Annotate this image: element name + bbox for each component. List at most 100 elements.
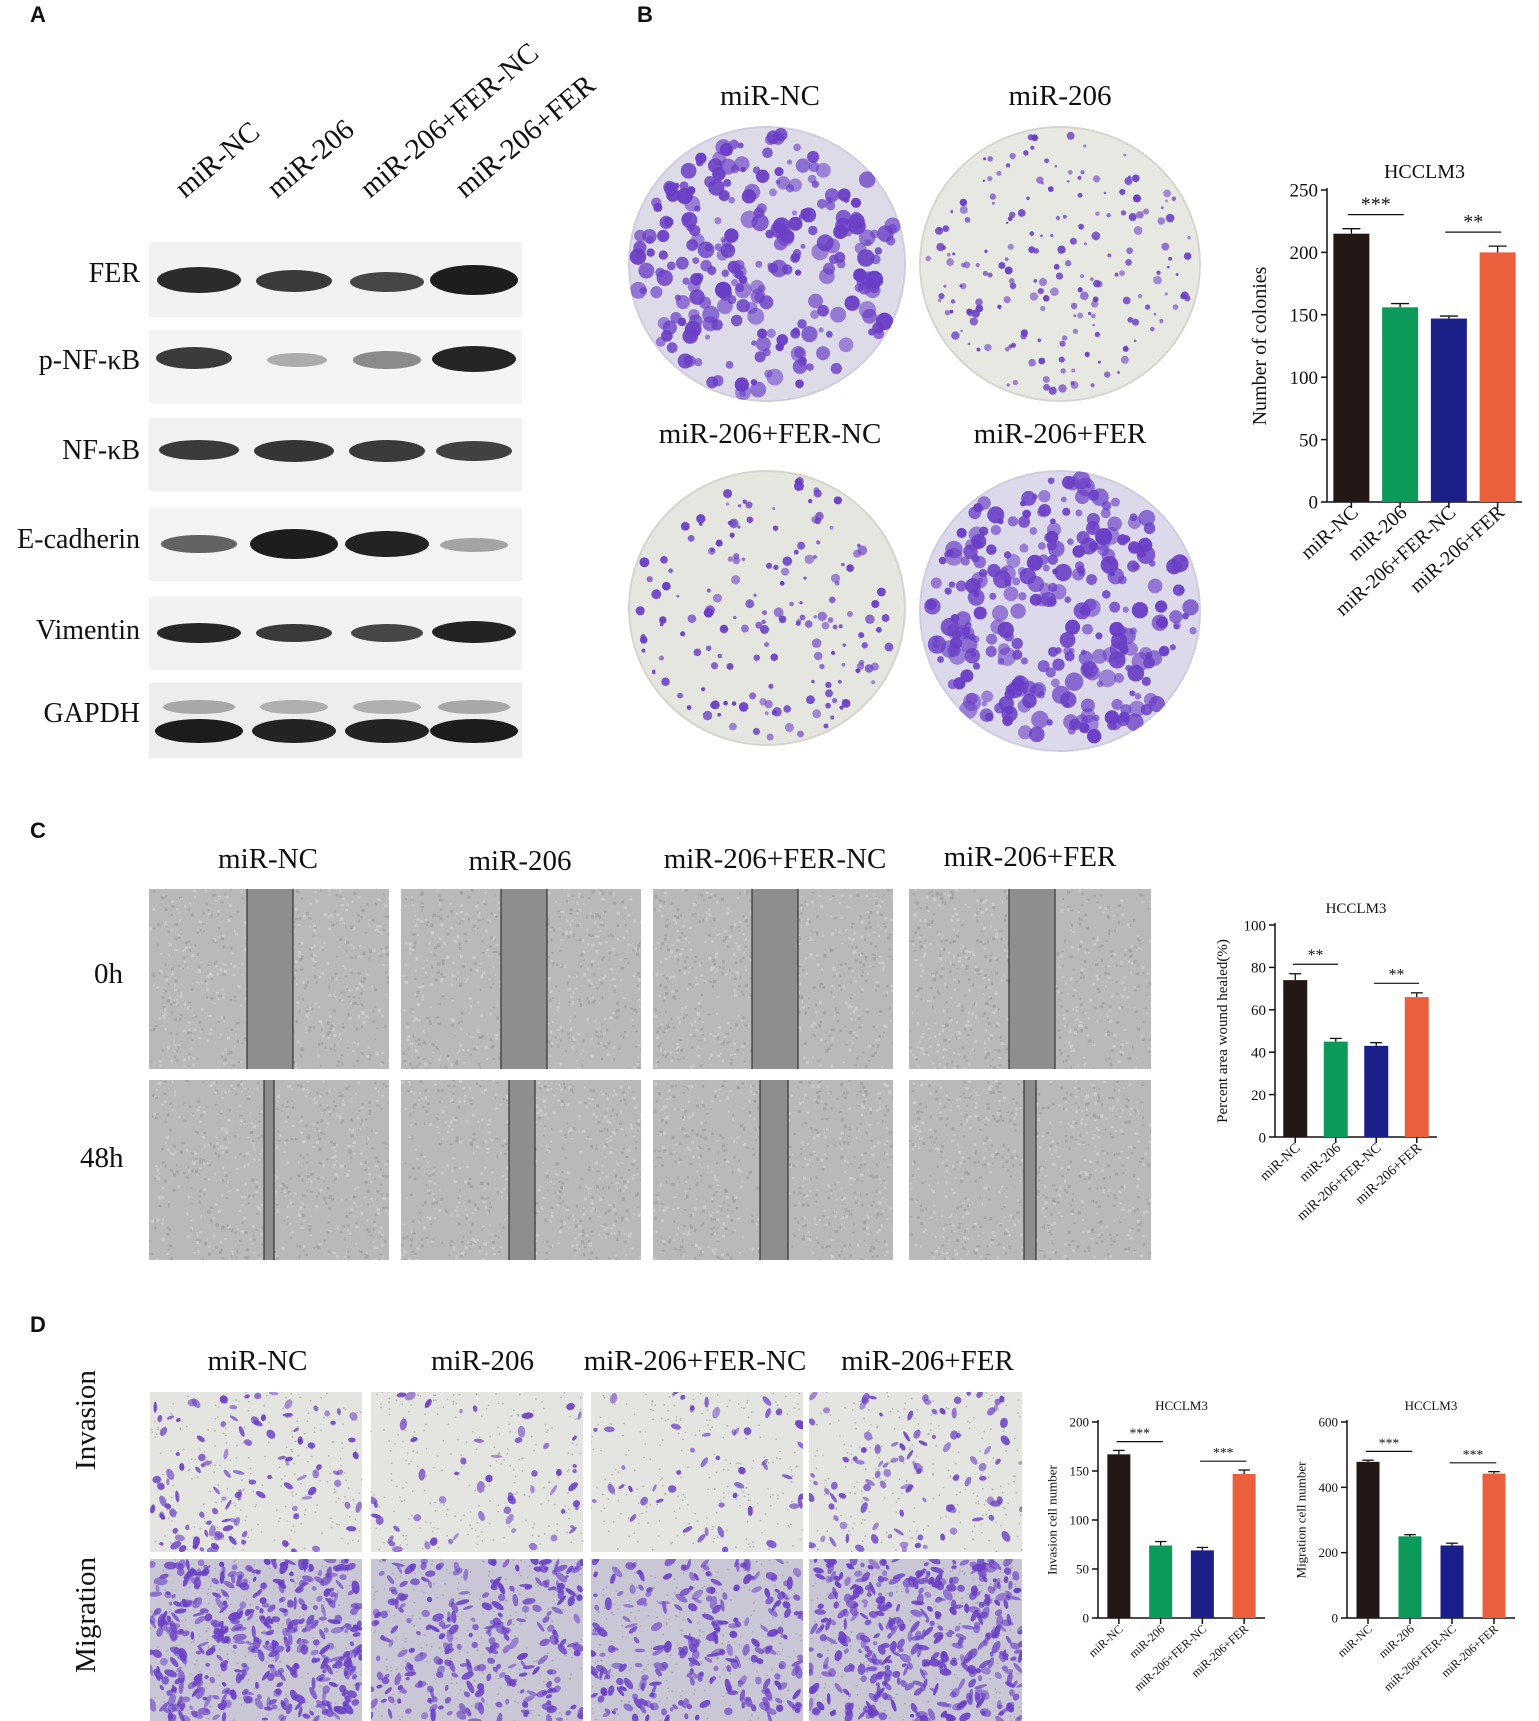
colony-dot (1019, 543, 1029, 553)
colony-plate-mir-206 (919, 126, 1201, 402)
cell-speck (300, 1131, 304, 1134)
cell-speck (737, 945, 741, 949)
cell-speck (854, 979, 857, 983)
cell-speck (596, 1184, 599, 1189)
colony-dot (850, 197, 862, 208)
cell-speck (734, 961, 738, 965)
cell-speck (676, 1043, 680, 1045)
cell-speck (190, 1187, 193, 1189)
cell-speck (1150, 1012, 1151, 1015)
cell-speck (458, 1201, 461, 1204)
colony-dot (952, 252, 956, 256)
cell-speck (483, 1242, 487, 1246)
cell-speck (1116, 1021, 1120, 1024)
cell-speck (678, 968, 681, 973)
cell-speck (719, 1052, 722, 1056)
cell-speck (638, 999, 641, 1002)
cell-speck (860, 952, 865, 955)
cell-speck (381, 1014, 384, 1018)
cell-speck (223, 1238, 228, 1240)
cell-speck (1120, 1006, 1123, 1009)
cell-speck (421, 1041, 425, 1044)
colony-dot (960, 556, 970, 566)
colony-dot (1029, 292, 1039, 301)
cell-speck (1130, 971, 1133, 974)
cell-speck (1071, 945, 1074, 949)
cell-speck (613, 1058, 616, 1061)
cell-speck (692, 1064, 695, 1068)
colony-dot (773, 607, 784, 618)
colony-dot (1064, 672, 1084, 691)
cell-speck (633, 919, 636, 923)
cell-speck (839, 987, 841, 991)
cell-speck (605, 1236, 607, 1239)
cell-speck (438, 1142, 442, 1146)
cell-speck (592, 995, 595, 1000)
cell-speck (477, 1001, 480, 1004)
cell-speck (727, 906, 730, 910)
cell-speck (724, 935, 728, 938)
cell-speck (373, 1245, 376, 1249)
cell-speck (246, 1248, 250, 1252)
cell-speck (329, 1048, 333, 1051)
cell-speck (832, 995, 835, 999)
colony-dot (976, 347, 981, 352)
cell-speck (185, 1080, 189, 1083)
colony-dot (829, 596, 836, 604)
cell-speck (737, 897, 740, 899)
colony-dot (640, 634, 646, 640)
cell-speck (476, 1207, 480, 1211)
cell-speck (374, 1087, 377, 1090)
cell-speck (1096, 901, 1099, 904)
colony-dot (1123, 153, 1127, 157)
cell-speck (555, 1087, 558, 1090)
cell-speck (313, 1247, 315, 1250)
cell-speck (453, 939, 457, 942)
cell-speck (493, 936, 496, 939)
cell-speck (424, 919, 427, 922)
blot-label-p-nf-kb: p-NF-κB (38, 345, 140, 376)
cell-speck (823, 954, 827, 958)
cell-speck (318, 1161, 322, 1165)
cell-speck (258, 1254, 260, 1257)
colony-dot (677, 317, 687, 327)
cell-speck (805, 1061, 809, 1064)
colony-dot (1146, 650, 1163, 666)
cell-speck (582, 1213, 586, 1216)
cell-speck (464, 1180, 468, 1184)
cell-speck (655, 1036, 659, 1040)
cell-speck (742, 957, 745, 959)
cell-speck (241, 1195, 244, 1199)
cell-speck (482, 1187, 487, 1190)
colony-dot (1062, 507, 1071, 516)
colony-dot (1005, 346, 1010, 352)
cell-speck (219, 1240, 222, 1244)
cell-speck (349, 1000, 351, 1003)
cell-speck (495, 1037, 499, 1040)
cell-speck (557, 1044, 560, 1048)
cell-speck (1137, 939, 1141, 942)
cell-speck (199, 1158, 201, 1161)
cell-speck (689, 1033, 692, 1036)
cell-speck (484, 1045, 488, 1049)
cell-speck (1084, 951, 1087, 955)
colony-dot (1133, 226, 1143, 235)
colony-dot (771, 709, 777, 716)
cell-speck (927, 923, 931, 927)
cell-speck (163, 1092, 167, 1096)
cell-speck (208, 1031, 212, 1035)
cell-speck (990, 1036, 993, 1041)
cell-speck (154, 1095, 157, 1099)
cell-speck (606, 1053, 610, 1057)
cell-speck (197, 1057, 200, 1060)
cell-speck (321, 1176, 325, 1179)
cell-speck (1099, 894, 1103, 897)
cell-speck (679, 952, 683, 956)
cell-speck (174, 1094, 176, 1097)
cell-speck (309, 1006, 312, 1010)
colony-dot (1048, 386, 1057, 395)
cell-speck (421, 967, 425, 970)
colony-dot (1038, 357, 1046, 365)
cell-speck (202, 1081, 205, 1084)
colony-dot (1037, 660, 1050, 673)
